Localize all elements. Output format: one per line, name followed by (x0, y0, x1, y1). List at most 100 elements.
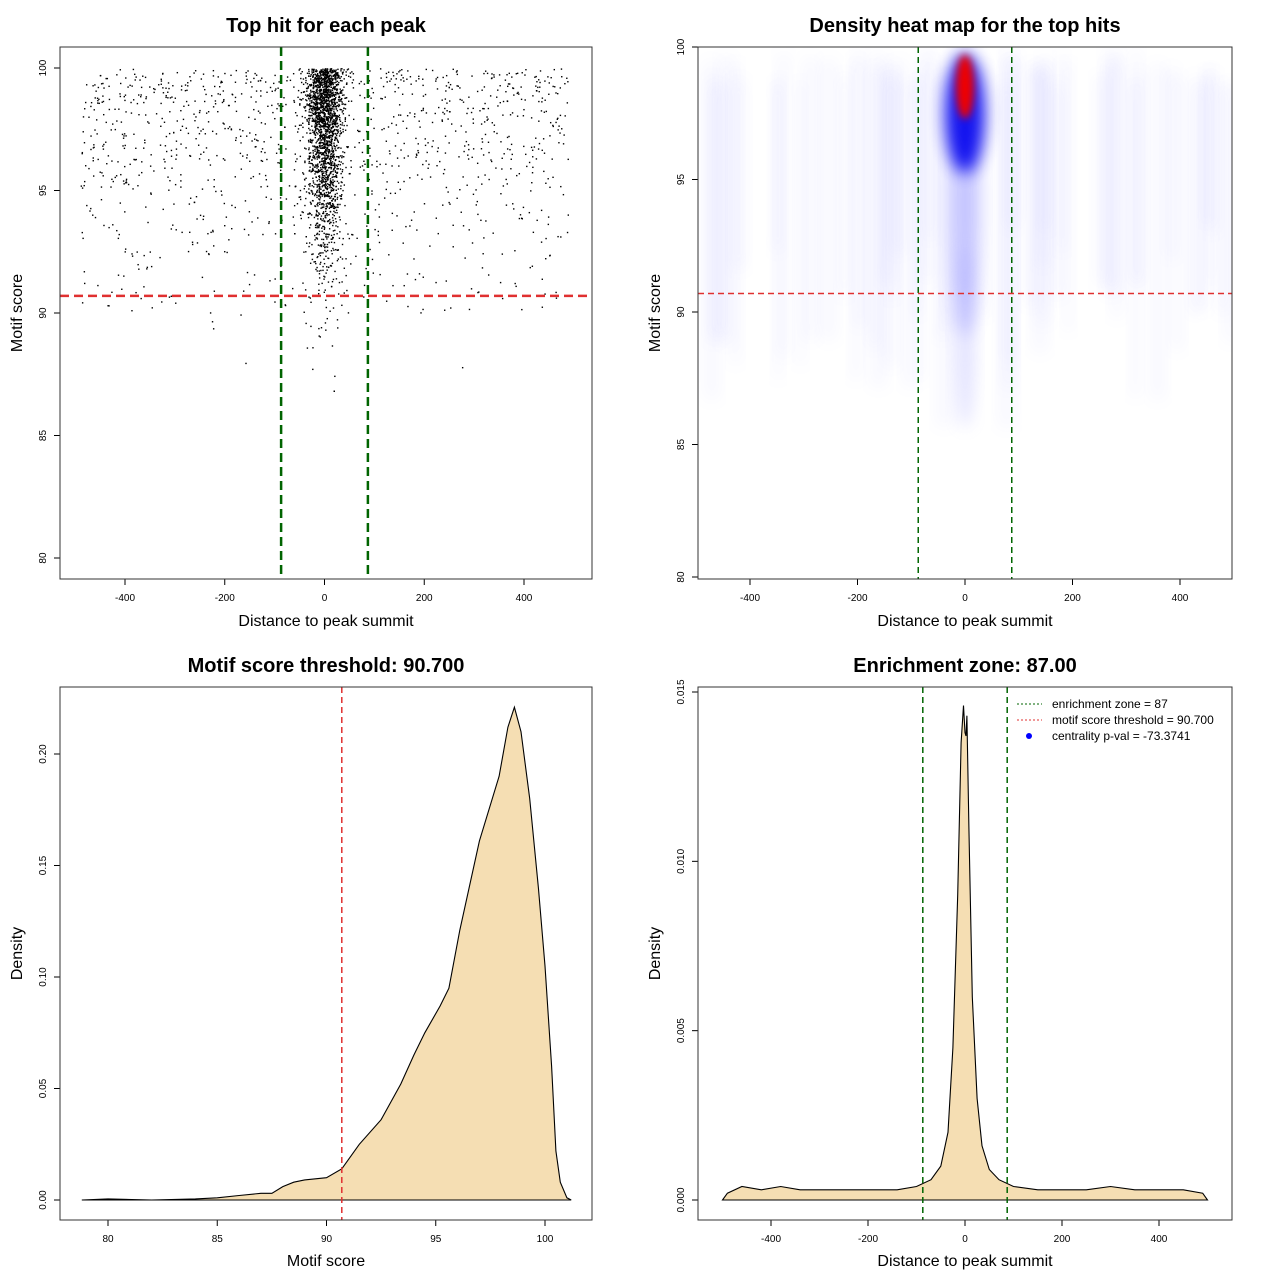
data-point (321, 230, 323, 232)
data-point (301, 211, 303, 213)
data-point (318, 77, 320, 80)
data-point (318, 253, 320, 255)
data-point (324, 276, 326, 278)
data-point (475, 189, 477, 191)
data-point (530, 146, 533, 149)
data-point (321, 227, 323, 229)
data-point (327, 194, 329, 196)
data-point (342, 103, 344, 105)
data-point (338, 135, 341, 137)
data-point (205, 147, 208, 149)
data-point (332, 204, 335, 206)
data-point (204, 88, 206, 91)
data-point (149, 86, 151, 88)
data-point (529, 266, 531, 269)
data-point (466, 112, 468, 115)
data-point (119, 95, 122, 98)
data-point (318, 131, 321, 133)
data-point (314, 104, 317, 107)
data-point (379, 68, 382, 70)
data-point (327, 187, 329, 190)
data-point (317, 79, 319, 82)
data-point (499, 101, 501, 104)
data-point (335, 209, 338, 212)
data-point (323, 97, 326, 99)
data-point (329, 80, 332, 82)
data-point (299, 155, 302, 158)
data-point (314, 226, 317, 229)
data-point (305, 322, 307, 325)
data-point (326, 133, 328, 135)
data-point (332, 203, 334, 205)
data-point (260, 151, 263, 153)
data-point (422, 109, 424, 111)
data-point (331, 155, 334, 158)
data-point (299, 189, 302, 192)
data-point (119, 82, 122, 85)
data-point (345, 71, 347, 73)
y-tick-label: 90 (676, 306, 687, 318)
data-point (330, 197, 332, 199)
data-point (326, 249, 329, 252)
data-point (326, 144, 328, 146)
data-point (325, 187, 328, 190)
data-point (315, 97, 317, 100)
data-point (311, 100, 313, 102)
data-point (324, 138, 326, 140)
data-point (335, 73, 337, 75)
data-point (481, 183, 483, 185)
data-point (324, 246, 326, 249)
data-point (336, 206, 338, 208)
data-point (339, 164, 342, 166)
heatmap-tail (955, 248, 975, 429)
data-point (200, 78, 203, 80)
data-point (326, 213, 328, 215)
data-point (333, 75, 335, 77)
x-tick-label: 85 (212, 1234, 224, 1245)
data-point (243, 228, 246, 231)
heatmap-streak (1036, 69, 1050, 267)
data-point (331, 123, 333, 126)
data-point (325, 148, 327, 151)
data-point (320, 327, 323, 329)
data-point (315, 75, 318, 77)
data-point (320, 125, 323, 128)
data-point (294, 185, 297, 188)
data-point (124, 248, 127, 250)
data-point (169, 111, 171, 113)
data-point (207, 110, 210, 113)
data-point (535, 137, 537, 139)
data-point (312, 91, 314, 93)
data-point (315, 262, 317, 265)
data-point (324, 158, 326, 161)
data-point (325, 217, 327, 219)
data-point (330, 238, 332, 240)
data-point (317, 98, 319, 101)
data-point (320, 116, 323, 119)
data-point (318, 145, 321, 148)
data-point (427, 167, 429, 169)
data-point (323, 154, 325, 156)
data-point (332, 87, 334, 90)
data-point (111, 291, 113, 294)
data-point (325, 213, 328, 215)
data-point (314, 94, 316, 97)
data-point (539, 81, 541, 84)
plot-frame (697, 46, 1233, 580)
heatmap-streak (1150, 64, 1165, 400)
data-point (327, 85, 330, 87)
data-point (325, 117, 328, 120)
data-point (174, 183, 177, 186)
data-point (127, 86, 129, 88)
data-point (327, 155, 329, 158)
data-point (309, 185, 311, 187)
data-point (123, 147, 126, 150)
data-point (140, 96, 142, 98)
data-point (324, 322, 327, 324)
data-point (327, 130, 329, 132)
data-point (94, 84, 96, 86)
data-point (329, 157, 331, 160)
data-point (316, 105, 319, 108)
data-point (112, 224, 114, 226)
data-point (326, 73, 329, 76)
